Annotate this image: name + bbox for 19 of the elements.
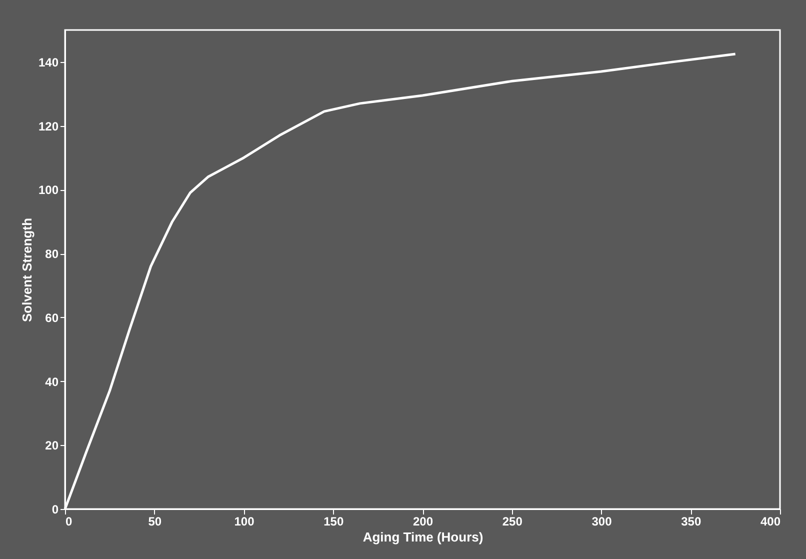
y-tick-label: 100 <box>38 183 59 198</box>
x-tick-label: 100 <box>234 514 255 528</box>
x-tick-label: 0 <box>66 514 72 528</box>
y-tick-label: 80 <box>45 247 59 262</box>
y-tick-label: 20 <box>45 438 59 453</box>
y-tick-label: 60 <box>45 310 59 325</box>
x-tick-label: 250 <box>502 514 523 528</box>
y-tick-label: 120 <box>38 119 59 134</box>
x-tick-label: 50 <box>148 514 162 528</box>
x-tick-label: 150 <box>324 514 344 528</box>
x-tick-label: 300 <box>592 514 612 528</box>
x-tick-label: 200 <box>412 514 434 528</box>
x-axis-title: Aging Time (Hours) <box>362 530 484 544</box>
x-tick-label: 400 <box>760 514 781 528</box>
y-tick-label: 140 <box>38 55 59 70</box>
y-axis-title: Solvent Strength <box>19 218 34 322</box>
y-tick-label: 0 <box>52 502 59 516</box>
x-tick-label: 350 <box>681 514 702 528</box>
y-tick-label: 40 <box>45 374 59 389</box>
